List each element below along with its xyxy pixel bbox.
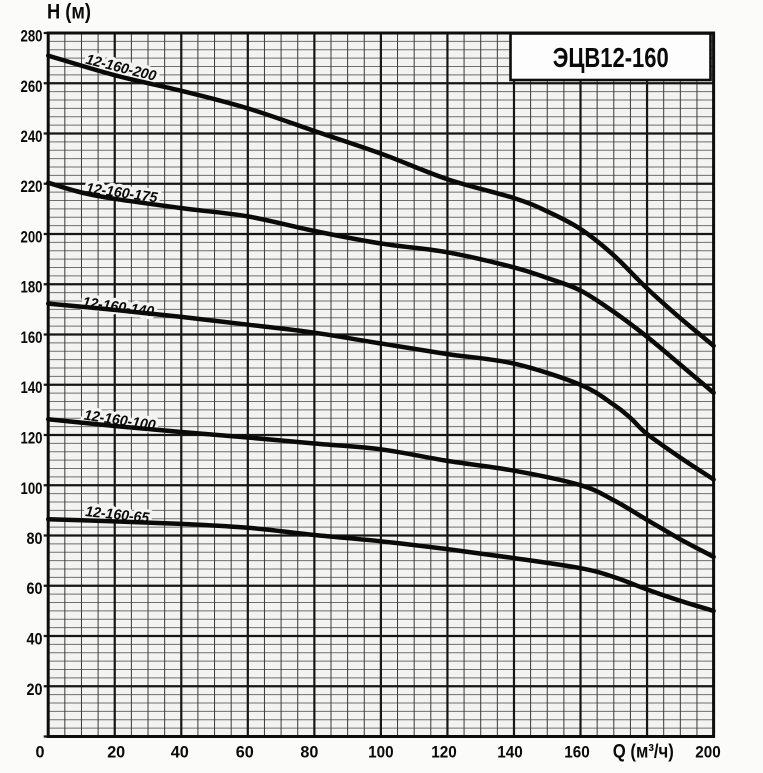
svg-text:40: 40 [171, 743, 189, 762]
svg-text:100: 100 [368, 743, 394, 762]
svg-text:60: 60 [27, 580, 43, 598]
svg-text:240: 240 [21, 128, 43, 146]
svg-text:140: 140 [21, 379, 43, 397]
svg-text:120: 120 [431, 743, 457, 762]
svg-text:280: 280 [21, 28, 43, 46]
svg-text:160: 160 [21, 329, 43, 347]
svg-text:260: 260 [21, 78, 43, 96]
svg-text:0: 0 [36, 743, 45, 762]
svg-text:100: 100 [21, 480, 43, 498]
svg-text:H (м): H (м) [47, 1, 91, 24]
svg-text:ЭЦВ12-160: ЭЦВ12-160 [553, 42, 669, 73]
svg-text:20: 20 [107, 743, 125, 762]
svg-text:60: 60 [236, 743, 254, 762]
svg-text:140: 140 [497, 743, 523, 762]
svg-text:200: 200 [695, 743, 721, 762]
svg-text:Q (м³/ч): Q (м³/ч) [613, 741, 674, 763]
svg-text:40: 40 [27, 631, 43, 649]
svg-text:80: 80 [27, 530, 43, 548]
svg-text:200: 200 [21, 229, 43, 247]
svg-text:80: 80 [300, 743, 318, 762]
svg-text:160: 160 [564, 743, 590, 762]
svg-text:220: 220 [21, 178, 43, 196]
svg-text:20: 20 [27, 681, 43, 699]
svg-text:120: 120 [21, 430, 43, 448]
svg-text:180: 180 [21, 279, 43, 297]
